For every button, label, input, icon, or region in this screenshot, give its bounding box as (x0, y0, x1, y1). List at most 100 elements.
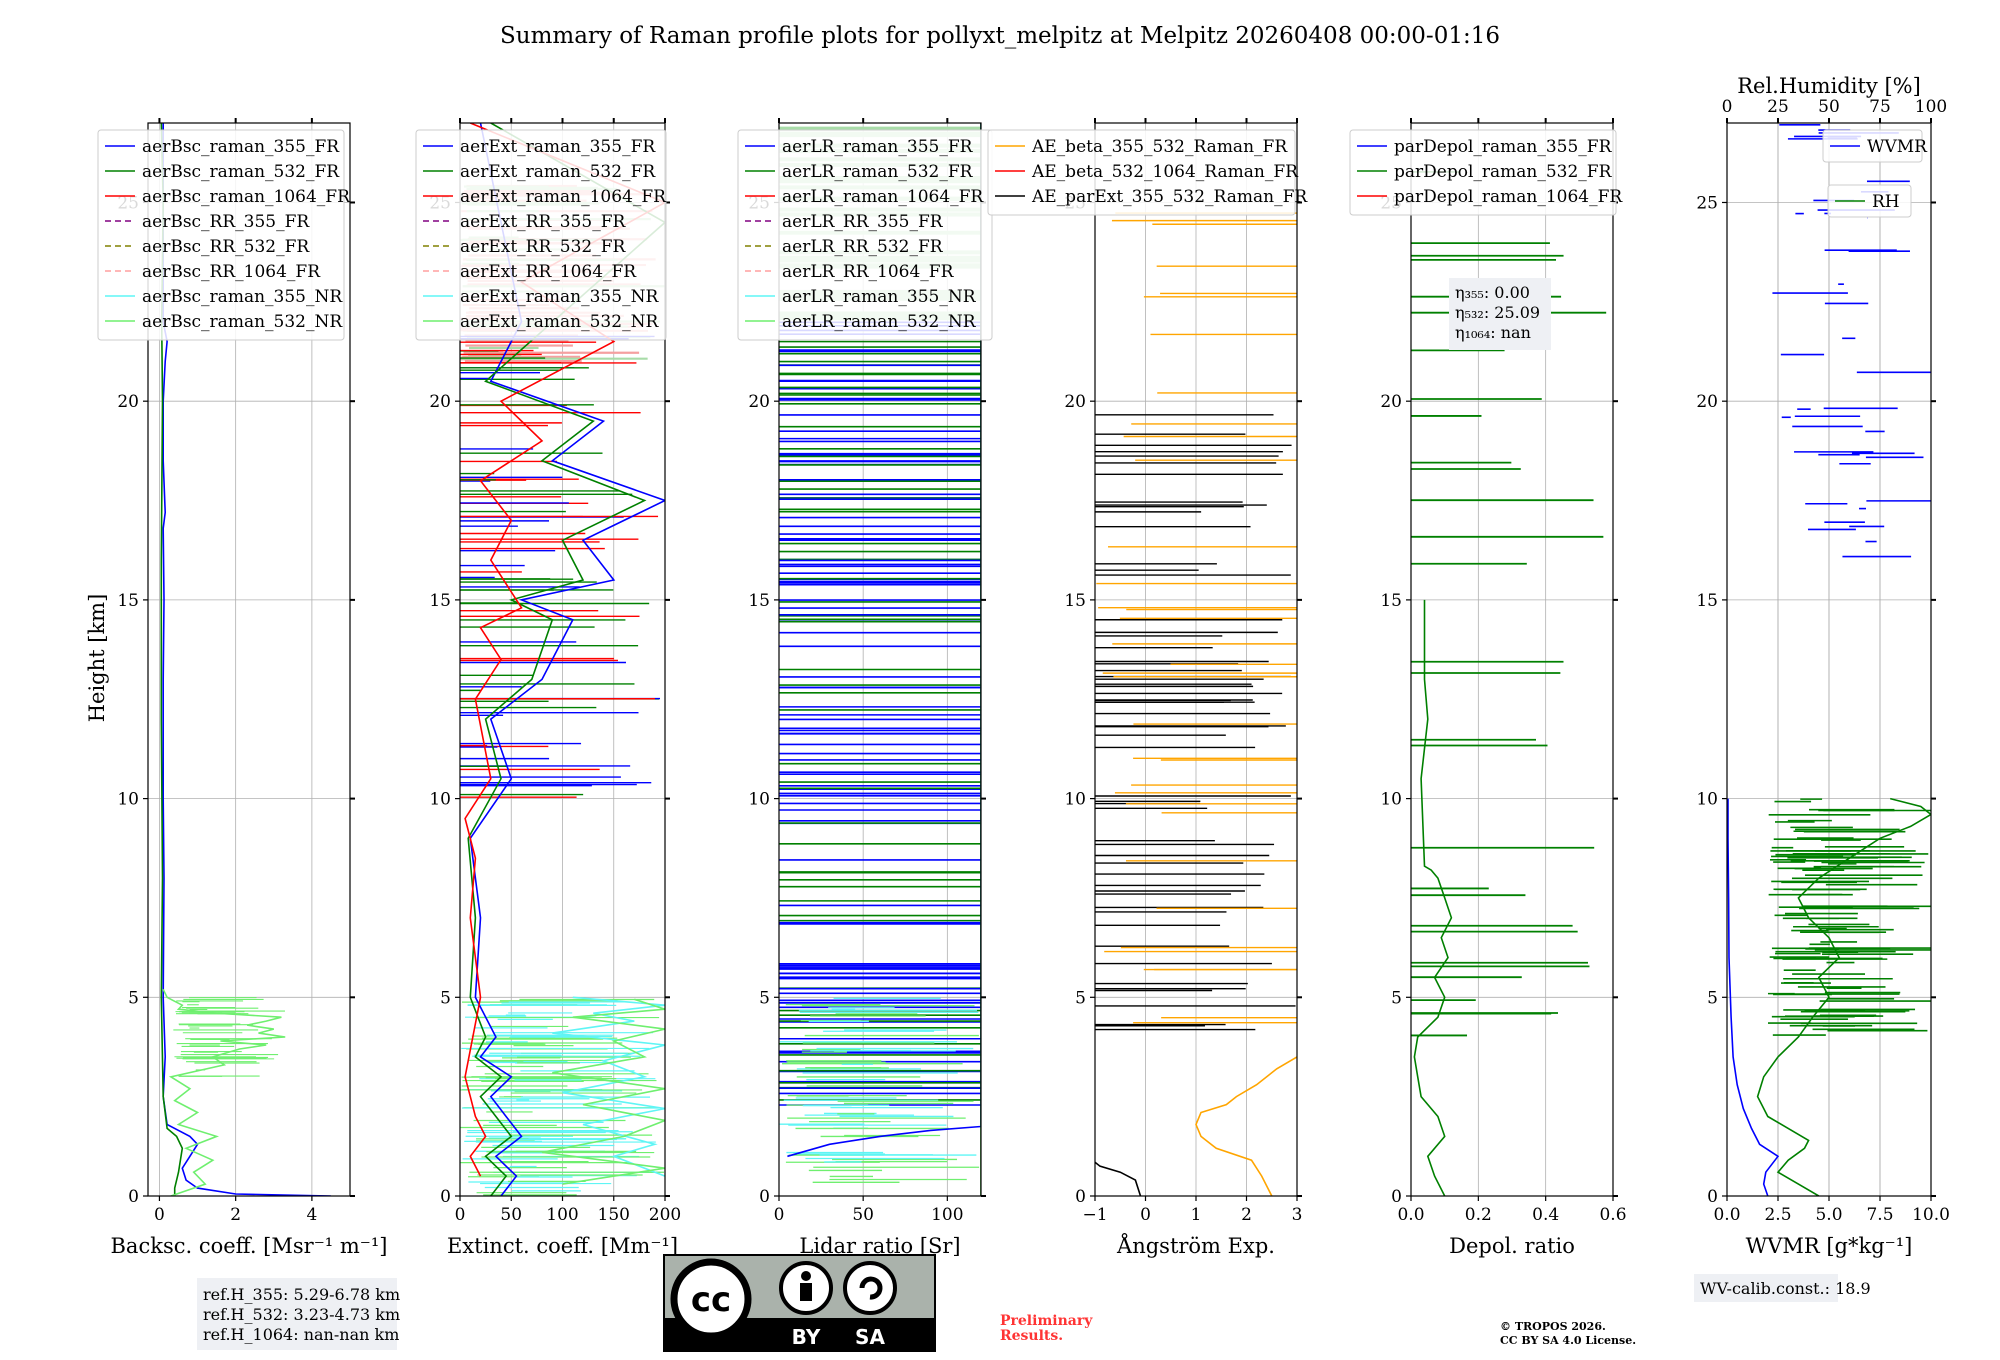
annotation-line: η₃₅₅: 0.00 (1455, 283, 1530, 302)
y-tick-label: 20 (429, 392, 451, 412)
axes-frame (1410, 122, 1614, 1197)
x-tick-label: 0 (774, 1205, 785, 1225)
series-aerLR_raman_355_FR (787, 123, 981, 1158)
copyright-text: CC BY SA 4.0 License. (1500, 1334, 1636, 1347)
x-tick-label: 0 (1140, 1205, 1151, 1225)
legend-entry: AE_parExt_355_532_Raman_FR (1031, 187, 1308, 207)
x-axis-label: Backsc. coeff. [Msr⁻¹ m⁻¹] (111, 1234, 388, 1258)
x2-tick-label: 100 (1915, 97, 1947, 117)
legend-frame (1827, 184, 1912, 218)
legend-entry: aerBsc_raman_355_FR (142, 137, 340, 157)
y-tick-label: 0 (440, 1187, 451, 1207)
legend-frame (97, 129, 345, 341)
wv-calib-text: WV-calib.const.: 18.9 (1700, 1279, 1871, 1298)
y-tick-label: 10 (1380, 790, 1402, 810)
series-aerExt_raman_1064_FR (464, 123, 665, 1177)
y-axis-label: Height [km] (85, 594, 109, 723)
wv-calib-box: WV-calib.const.: 18.9 (1694, 1274, 1871, 1302)
panel-water_vapor: 0 5 10 15 20 25 0.0 2.5 5.0 7.5 10.0 0 25 50 75 100Rel.… (1696, 74, 1950, 1258)
legend: WVMR (1822, 129, 1928, 163)
legend-entry: aerBsc_raman_532_FR (142, 162, 340, 182)
axes-frame (778, 122, 982, 1197)
legend-entry: parDepol_raman_1064_FR (1394, 187, 1623, 207)
legend-entry: aerBsc_RR_532_FR (142, 237, 310, 257)
legend-entry: WVMR (1867, 137, 1928, 157)
by-label: BY (792, 1325, 821, 1349)
sa-label: SA (855, 1325, 885, 1349)
y-tick-label: 15 (117, 591, 139, 611)
legend-entry: aerBsc_RR_355_FR (142, 212, 310, 232)
legend-frame (415, 129, 667, 341)
legend-entry: aerExt_raman_1064_FR (460, 187, 667, 207)
series-aerExt_raman_532_FR (467, 123, 665, 1196)
ref-info-line: ref.H_1064: nan-nan km (203, 1325, 399, 1344)
x-tick-label: −1 (1082, 1205, 1107, 1225)
x-axis-label: Extinct. coeff. [Mm⁻¹] (447, 1234, 678, 1258)
y-tick-label: 20 (748, 392, 770, 412)
series-aerExt_raman_532_NR (541, 998, 665, 1185)
panel-backscatter: 0510152025024Backsc. coeff. [Msr⁻¹ m⁻¹]a… (97, 118, 388, 1258)
x-tick-label: 2.5 (1764, 1205, 1791, 1225)
cc-circle-icon (670, 1258, 752, 1340)
legend-entry: aerBsc_RR_1064_FR (142, 262, 321, 282)
annotation-line: η₁₀₆₄: nan (1455, 323, 1531, 342)
y-tick-label: 20 (117, 392, 139, 412)
x-tick-label: 2 (230, 1205, 241, 1225)
y-tick-label: 0 (1075, 1187, 1086, 1207)
x-tick-label: 0.2 (1465, 1205, 1492, 1225)
x-tick-label: 0.0 (1713, 1205, 1740, 1225)
y-tick-label: 10 (429, 790, 451, 810)
ref-info-line: ref.H_532: 3.23-4.73 km (203, 1305, 400, 1324)
series-WVMR (1727, 798, 1780, 1196)
x-tick-label: 150 (598, 1205, 630, 1225)
panel-extinction: 0510152025050100150200Extinct. coeff. [M… (415, 118, 681, 1258)
legend-entry: aerExt_raman_355_FR (460, 137, 656, 157)
legend-entry: aerBsc_raman_355_NR (142, 287, 343, 307)
y-tick-label: 5 (1391, 988, 1402, 1008)
series-aerBsc_raman_532_FR (160, 123, 184, 1196)
y-tick-label: 15 (748, 591, 770, 611)
legend-entry: aerLR_raman_355_NR (782, 287, 977, 307)
y-tick-label: 5 (1075, 988, 1086, 1008)
y-tick-label: 5 (759, 988, 770, 1008)
x2-tick-label: 0 (1722, 97, 1733, 117)
x-tick-label: 0.4 (1532, 1205, 1559, 1225)
legend-frame (987, 129, 1296, 216)
y-tick-label: 15 (1696, 591, 1718, 611)
y-tick-label: 0 (1707, 1187, 1718, 1207)
x-tick-label: 200 (649, 1205, 681, 1225)
axes-frame (147, 122, 351, 1197)
sa-share-icon (843, 1261, 897, 1315)
x-tick-label: 7.5 (1866, 1205, 1893, 1225)
x-axis-label: WVMR [g*kg⁻¹] (1746, 1234, 1913, 1258)
ref-info-box: ref.H_355: 5.29-6.78 km ref.H_532: 3.23-… (197, 1278, 400, 1350)
panel-lidar_ratio: 0510152025050100Lidar ratio [Sr]aerLR_ra… (737, 118, 993, 1258)
annotation-box (1449, 278, 1551, 350)
x2-tick-label: 25 (1767, 97, 1789, 117)
x-tick-label: 3 (1292, 1205, 1303, 1225)
noise-lines (173, 997, 285, 1077)
y-tick-label: 10 (1064, 790, 1086, 810)
series-AE_beta_355_532_Raman_FR (1195, 1056, 1297, 1196)
x-axis-label: Ångström Exp. (1116, 1233, 1275, 1258)
series-RH (1756, 797, 1931, 1196)
x-tick-label: 2 (1241, 1205, 1252, 1225)
legend-entry: aerLR_RR_1064_FR (782, 262, 955, 282)
noise-lines (1767, 124, 1931, 1036)
legend: aerExt_raman_355_FR aerExt_raman_532_FRae… (415, 129, 667, 341)
y-tick-label: 5 (1707, 988, 1718, 1008)
legend-entry: aerExt_RR_532_FR (460, 237, 626, 257)
legend-entry: aerLR_RR_532_FR (782, 237, 944, 257)
x-tick-label: 1 (1191, 1205, 1202, 1225)
legend-entry: parDepol_raman_355_FR (1394, 137, 1613, 157)
y-tick-label: 20 (1380, 392, 1402, 412)
legend: RH (1827, 184, 1912, 218)
y-tick-label: 10 (748, 790, 770, 810)
annotation-line: η₅₃₂: 25.09 (1455, 303, 1540, 322)
preliminary-text: Preliminary (1000, 1313, 1093, 1329)
x-tick-label: 100 (546, 1205, 578, 1225)
noise-lines (1095, 212, 1297, 1031)
